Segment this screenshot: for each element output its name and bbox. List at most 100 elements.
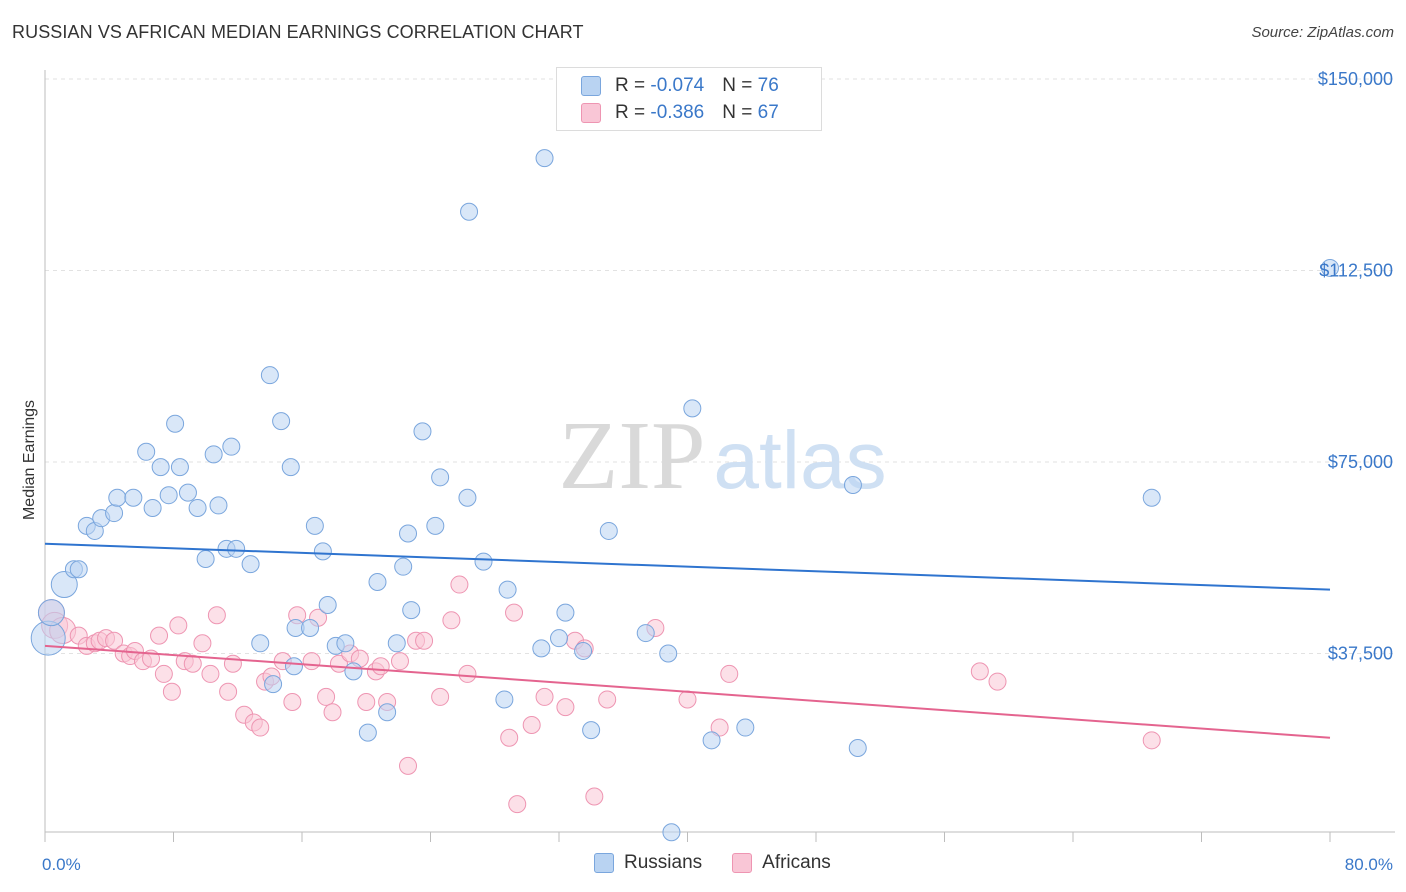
russians-point — [241, 555, 260, 574]
series-legend: Russians Africans — [594, 852, 861, 874]
russians-point — [1142, 488, 1161, 507]
africans-point — [556, 698, 575, 717]
axes — [44, 70, 1395, 842]
russians-point — [659, 644, 678, 663]
africans-point — [323, 703, 342, 722]
africans-point — [207, 606, 226, 625]
russians-point — [399, 524, 418, 543]
russians-point — [368, 573, 387, 592]
africans-point — [500, 728, 519, 747]
russians-point — [402, 601, 421, 620]
africans-point — [357, 693, 376, 712]
russians-point — [599, 521, 618, 540]
y-axis-label: Median Earnings — [21, 400, 38, 520]
russians-point — [495, 690, 514, 709]
russians-point — [137, 442, 156, 461]
russians-point — [251, 634, 270, 653]
russians-point — [124, 488, 143, 507]
africans-point — [458, 664, 477, 683]
africans-point — [223, 654, 242, 673]
russians-legend-label: Russians — [624, 852, 703, 873]
russians-r-value: -0.074 — [650, 75, 705, 96]
russians-point — [535, 149, 554, 168]
russians-n-value: 76 — [757, 75, 779, 96]
russians-point — [318, 595, 337, 614]
africans-swatch — [581, 103, 601, 123]
russians-point — [431, 468, 450, 487]
africans-point — [201, 664, 220, 683]
russians-point — [264, 675, 283, 694]
africans-point — [302, 652, 321, 671]
watermark: ZIP atlas — [559, 402, 887, 510]
x-tick-labels: 0.0% 80.0% — [42, 855, 1393, 874]
africans-legend-swatch — [732, 853, 753, 873]
africans-point — [442, 611, 461, 630]
russians-point — [662, 823, 681, 842]
russians-point — [178, 483, 197, 502]
africans-legend-label: Africans — [762, 852, 831, 873]
russians-point — [196, 550, 215, 569]
legend-item-africans[interactable]: Africans — [732, 852, 831, 874]
africans-point — [678, 690, 697, 709]
russians-point — [358, 723, 377, 742]
russians-point — [387, 634, 406, 653]
africans-point — [598, 690, 617, 709]
russians-point — [582, 721, 601, 740]
russians-swatch — [581, 76, 601, 96]
russians-point — [736, 718, 755, 737]
russians-point — [460, 202, 479, 221]
africans-point — [193, 634, 212, 653]
russians-point — [204, 445, 223, 464]
watermark-zip: ZIP — [559, 402, 706, 510]
russians-point — [636, 624, 655, 643]
russians-point — [574, 641, 593, 660]
africans-point — [169, 616, 188, 635]
africans-point — [988, 672, 1007, 691]
x-tick-label-max: 80.0% — [1345, 855, 1393, 874]
russians-point — [550, 629, 568, 648]
russians-point — [170, 458, 189, 477]
africans-point — [505, 603, 524, 622]
watermark-atlas: atlas — [713, 415, 886, 506]
africans-point — [251, 718, 270, 737]
russians-point — [313, 542, 332, 561]
legend-row-russians: R = -0.074 N = 76 — [581, 74, 779, 98]
russians-point — [222, 437, 241, 456]
africans-point — [535, 687, 554, 706]
trend-lines — [44, 542, 1331, 739]
africans-point — [390, 652, 409, 671]
africans-point — [720, 664, 739, 683]
africans-point — [585, 787, 604, 806]
russians-point — [556, 603, 575, 622]
russians-point — [284, 657, 303, 676]
russians-point — [378, 703, 397, 722]
russians-point — [108, 488, 127, 507]
russians-point — [209, 496, 228, 515]
russians-point — [105, 504, 124, 523]
russians-point — [260, 366, 279, 385]
legend-row-africans: R = -0.386 N = 67 — [581, 101, 779, 125]
russians-point — [281, 458, 300, 477]
russians-point — [336, 634, 355, 653]
africans-point — [162, 682, 181, 701]
russians-point — [843, 475, 862, 494]
africans-point — [431, 687, 450, 706]
africans-trend-line — [44, 644, 1331, 739]
africans-point — [450, 575, 469, 594]
russians-point — [30, 620, 66, 656]
y-tick-labels: $37,500 $75,000 $112,500 $150,000 — [1318, 69, 1393, 664]
africans-r-value: -0.386 — [650, 102, 705, 123]
africans-point — [508, 795, 527, 814]
legend-item-russians[interactable]: Russians — [594, 852, 702, 874]
russians-point — [413, 422, 432, 441]
africans-point — [415, 631, 434, 650]
russians-point — [37, 599, 65, 627]
russians-point — [143, 498, 162, 517]
africans-points — [37, 575, 1161, 814]
chart-title: RUSSIAN VS AFRICAN MEDIAN EARNINGS CORRE… — [12, 22, 584, 42]
chart-source: Source: ZipAtlas.com — [1251, 24, 1394, 41]
africans-point — [522, 715, 541, 734]
russians-point — [458, 488, 477, 507]
russians-point — [702, 731, 721, 750]
